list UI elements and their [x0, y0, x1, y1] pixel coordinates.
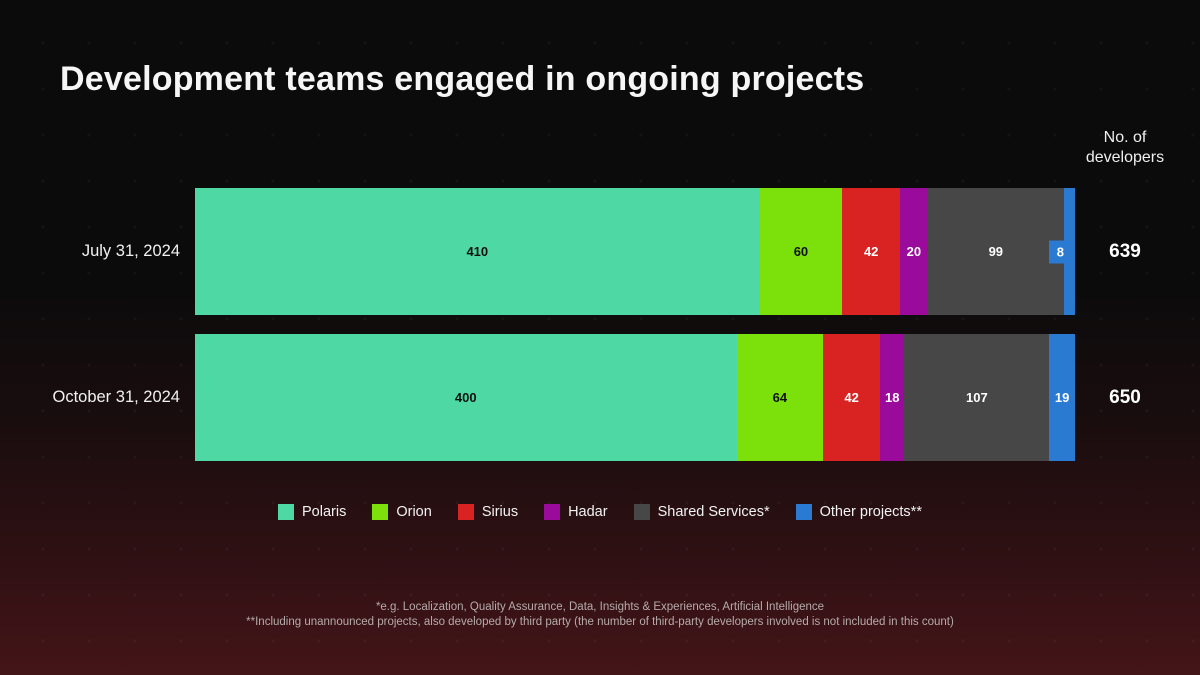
legend-item: Sirius	[457, 504, 519, 520]
footnote-line: *e.g. Localization, Quality Assurance, D…	[375, 601, 825, 613]
legend-item: Hadar	[544, 504, 608, 520]
bar-segment-orion: 64	[736, 334, 824, 461]
legend-label: Sirius	[481, 504, 519, 520]
bar-segment-orion: 60	[759, 188, 843, 315]
chart-title: Development teams engaged in ongoing pro…	[60, 60, 865, 98]
legend-label: Orion	[396, 504, 432, 520]
bar-segment-shared-services: 107	[904, 334, 1050, 461]
footnote-line: **Including unannounced projects, also d…	[246, 616, 954, 628]
segment-value: 20	[906, 244, 922, 259]
bar-segment-other-projects: 8	[1048, 188, 1075, 315]
segment-value: 64	[772, 390, 788, 405]
stacked-bar: 410 60 42 20 99 8	[195, 188, 1075, 315]
chart-legend: Polaris Orion Sirius Hadar Shared Services* O…	[0, 504, 1200, 520]
segment-value: 410	[466, 244, 489, 259]
segment-value: 99	[988, 244, 1004, 259]
legend-swatch-icon	[457, 504, 474, 520]
legend-swatch-icon	[544, 504, 561, 520]
segment-value: 400	[454, 390, 477, 405]
segment-value: 60	[793, 244, 809, 259]
legend-swatch-icon	[278, 504, 295, 520]
legend-item: Polaris	[278, 504, 346, 520]
segment-value: 107	[965, 390, 988, 405]
segment-value: 42	[863, 244, 879, 259]
legend-item: Orion	[372, 504, 432, 520]
bar-segment-shared-services: 99	[927, 188, 1064, 315]
legend-item: Other projects**	[795, 504, 922, 520]
segment-value: 42	[844, 390, 859, 405]
bar-row: October 31, 2024 400 64 42 18 107 19 650	[0, 334, 1200, 461]
bar-segment-sirius: 42	[842, 188, 901, 315]
legend-label: Polaris	[302, 504, 347, 520]
segment-value: 18	[884, 390, 900, 405]
category-label: October 31, 2024	[52, 388, 180, 406]
segment-value: 8	[1048, 240, 1072, 263]
bar-segment-hadar: 20	[900, 188, 928, 315]
row-total: 650	[1109, 386, 1141, 408]
value-axis-header: No. of developers	[1085, 129, 1165, 166]
bar-segment-hadar: 18	[880, 334, 905, 461]
legend-swatch-icon	[795, 504, 812, 520]
row-total: 639	[1109, 240, 1141, 262]
legend-label: Hadar	[568, 504, 608, 520]
legend-label: Other projects**	[819, 504, 922, 520]
bar-segment-polaris: 400	[195, 334, 737, 461]
stacked-bar: 400 64 42 18 107 19	[195, 334, 1075, 461]
bar-row: July 31, 2024 410 60 42 20 99 8 639	[0, 188, 1200, 315]
category-label: July 31, 2024	[81, 242, 180, 260]
bar-segment-sirius: 42	[823, 334, 881, 461]
segment-value: 19	[1054, 390, 1070, 405]
legend-swatch-icon	[372, 504, 389, 520]
legend-label: Shared Services*	[657, 504, 770, 520]
stacked-bar-chart: July 31, 2024 410 60 42 20 99 8 639 October 31, …	[0, 188, 1200, 480]
legend-swatch-icon	[633, 504, 650, 520]
footnotes: *e.g. Localization, Quality Assurance, D…	[0, 600, 1200, 630]
legend-item: Shared Services*	[633, 504, 770, 520]
bar-segment-polaris: 410	[195, 188, 760, 315]
bar-segment-other-projects: 19	[1049, 334, 1075, 461]
